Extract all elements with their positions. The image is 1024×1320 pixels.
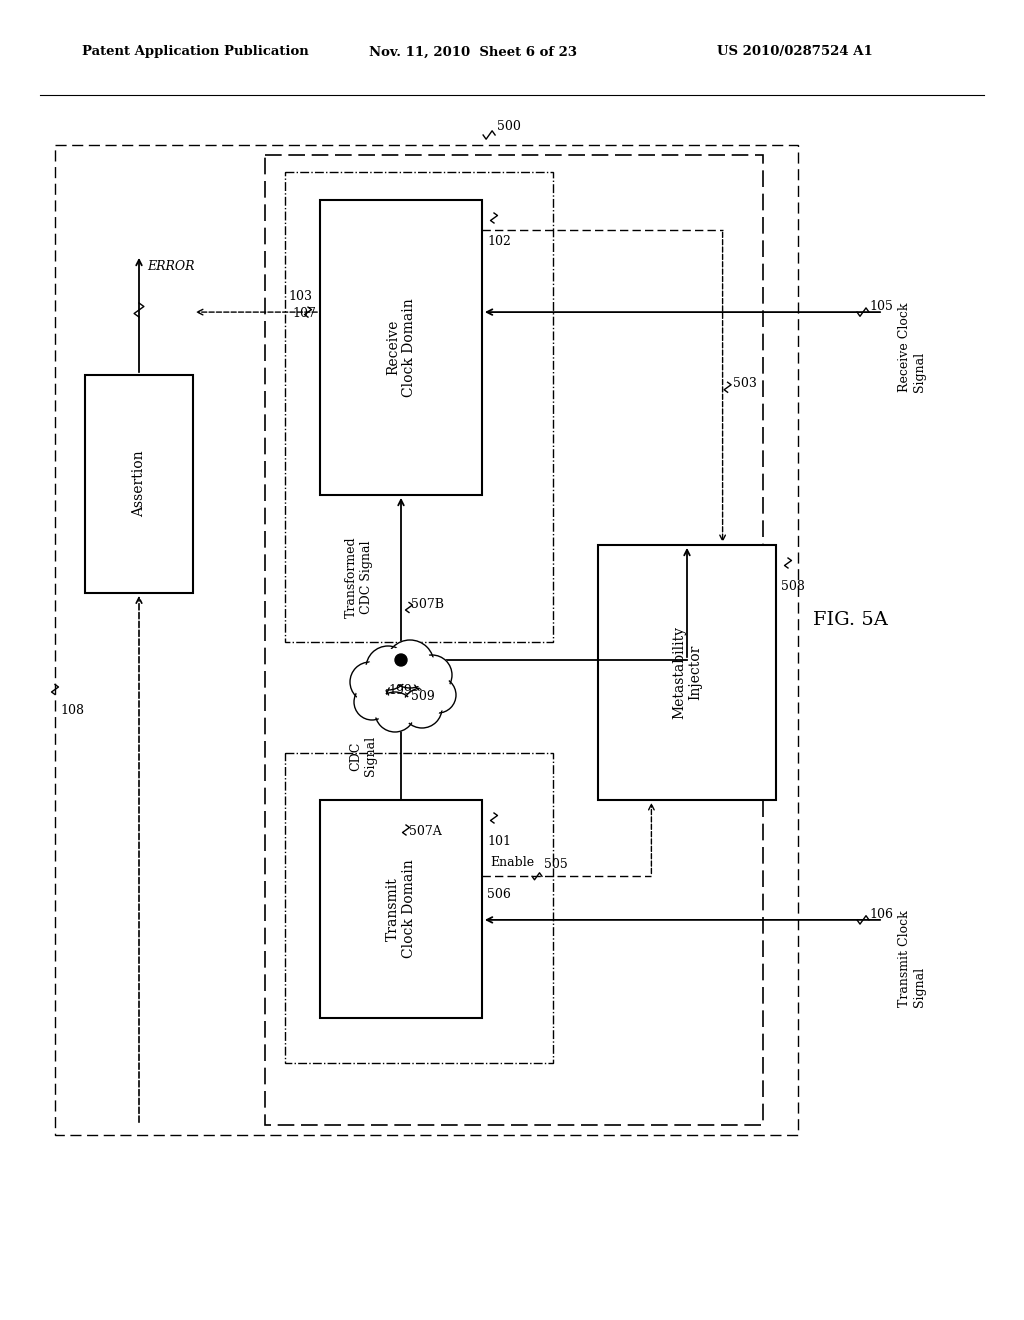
Text: FIG. 5A: FIG. 5A [813,611,888,630]
Text: Assertion: Assertion [132,450,146,517]
Circle shape [389,644,430,684]
Text: CDC
Signal: CDC Signal [349,737,377,776]
Circle shape [415,657,449,692]
Text: Receive
Clock Domain: Receive Clock Domain [386,298,416,397]
Text: Receive Clock
Signal: Receive Clock Signal [898,302,926,392]
Circle shape [366,645,410,690]
Circle shape [370,649,407,686]
Circle shape [412,655,452,696]
Text: ERROR: ERROR [147,260,195,273]
Text: 103: 103 [288,290,312,304]
Circle shape [402,688,442,729]
Bar [319,800,482,1018]
Text: 101: 101 [487,836,511,847]
Text: 508: 508 [781,579,805,593]
Text: 503: 503 [732,378,757,391]
Text: Transmit
Clock Domain: Transmit Clock Domain [386,859,416,958]
Text: 106: 106 [869,908,893,921]
Circle shape [378,696,412,729]
Text: 107: 107 [292,308,315,321]
Text: Transformed
CDC Signal: Transformed CDC Signal [345,537,373,618]
Bar [85,375,193,593]
Text: Metastability
Injector: Metastability Injector [672,626,702,719]
Text: 108: 108 [60,705,84,718]
Circle shape [356,686,387,717]
Circle shape [350,663,390,702]
Circle shape [395,653,407,667]
Bar [319,201,482,495]
Text: 507A: 507A [409,825,441,838]
Circle shape [375,692,415,733]
Circle shape [406,690,439,725]
Bar [55,145,798,1135]
Text: 505: 505 [544,858,567,871]
Circle shape [423,680,454,710]
Text: 102: 102 [487,235,511,248]
Circle shape [386,640,434,688]
Text: 105: 105 [869,300,893,313]
Circle shape [420,677,456,713]
Text: Patent Application Publication: Patent Application Publication [82,45,308,58]
Text: Nov. 11, 2010  Sheet 6 of 23: Nov. 11, 2010 Sheet 6 of 23 [369,45,577,58]
Circle shape [354,684,390,719]
Bar [285,752,553,1063]
Bar [598,545,776,800]
Text: 509: 509 [411,690,435,704]
Text: Enable: Enable [490,857,535,870]
Text: Transmit Clock
Signal: Transmit Clock Signal [898,909,926,1007]
Bar [285,172,553,642]
Bar [265,154,763,1125]
Text: 506: 506 [487,888,511,902]
Circle shape [353,665,387,700]
Text: US 2010/0287524 A1: US 2010/0287524 A1 [717,45,872,58]
Text: 199: 199 [388,684,412,697]
Text: 500: 500 [497,120,521,133]
Text: 507B: 507B [411,598,444,610]
